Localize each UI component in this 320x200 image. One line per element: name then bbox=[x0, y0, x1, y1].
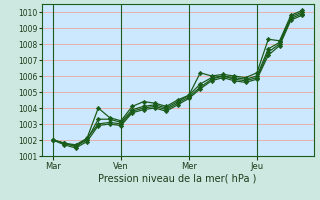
Bar bbox=[42, 4, 53, 156]
Bar bbox=[257, 4, 314, 156]
Bar bbox=[189, 4, 257, 156]
Bar bbox=[121, 4, 189, 156]
Bar bbox=[53, 4, 121, 156]
X-axis label: Pression niveau de la mer( hPa ): Pression niveau de la mer( hPa ) bbox=[99, 173, 257, 183]
